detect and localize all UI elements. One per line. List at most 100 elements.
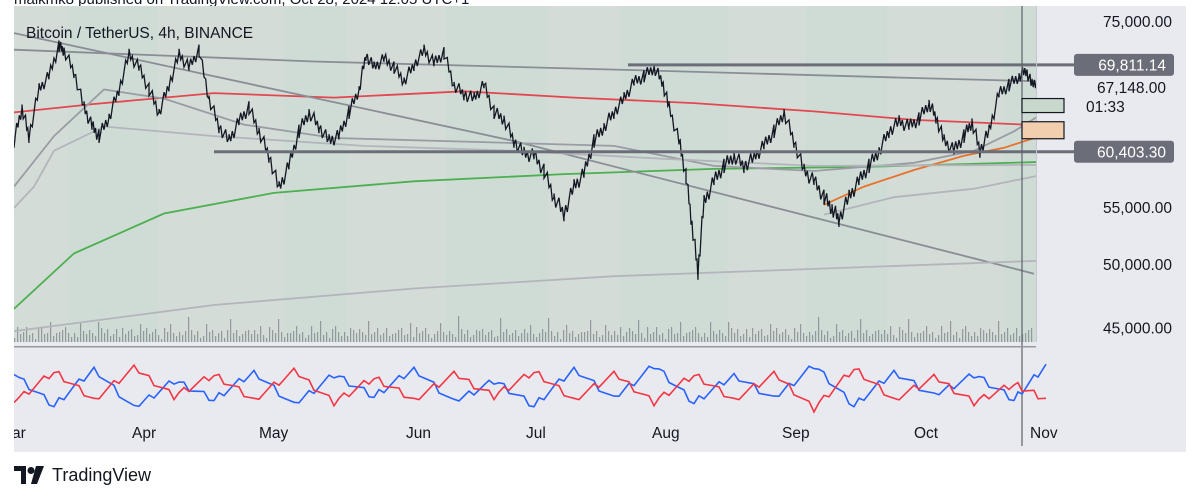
volume-bar	[305, 338, 307, 342]
volume-bar	[71, 337, 73, 342]
volume-bar	[68, 333, 70, 342]
pane-separator	[14, 346, 1036, 348]
x-tick-label: Jul	[526, 425, 546, 442]
volume-bar	[659, 335, 661, 342]
volume-bar	[80, 322, 82, 342]
volume-bar	[575, 337, 577, 342]
volume-bar	[164, 328, 166, 342]
x-tick-label: ar	[14, 425, 26, 442]
volume-bar	[293, 331, 295, 342]
volume-bar	[416, 327, 418, 342]
volume-bar	[329, 338, 331, 342]
volume-bar	[686, 333, 688, 342]
volume-bar	[77, 337, 79, 342]
background-stripe	[829, 6, 856, 342]
volume-bar	[878, 330, 880, 342]
volume-bar	[923, 331, 925, 342]
volume-bar	[26, 327, 28, 342]
volume-bar	[623, 336, 625, 342]
volume-bar	[872, 334, 874, 342]
volume-bar	[824, 335, 826, 342]
price-series	[14, 40, 1036, 280]
background-stripe	[446, 6, 487, 342]
last-price-label: 67,148.00	[1097, 80, 1166, 97]
indicator-line	[14, 259, 1036, 333]
background-stripe	[1018, 6, 1036, 342]
volume-bar	[896, 338, 898, 342]
volume-bar	[965, 326, 967, 342]
background-stripe	[124, 6, 158, 342]
volume-bar	[944, 333, 946, 342]
x-tick-label: Oct	[914, 425, 939, 442]
volume-bar	[107, 329, 109, 342]
volume-bar	[14, 338, 16, 342]
volume-bar	[548, 318, 550, 342]
volume-bar	[668, 329, 670, 342]
volume-bar	[122, 328, 124, 342]
volume-bar	[350, 328, 352, 342]
volume-bar	[185, 331, 187, 342]
volume-bar	[632, 331, 634, 342]
volume-bar	[953, 335, 955, 342]
volume-bar	[425, 328, 427, 342]
volume-bar	[794, 328, 796, 342]
volume-bar	[650, 334, 652, 342]
chart-frame: 75,000.00 55,000.00 50,000.00 45,000.00 69,8…	[14, 6, 1186, 452]
background-stripe	[1004, 6, 1018, 342]
volume-bar	[419, 333, 421, 342]
volume-bar	[803, 333, 805, 342]
background-stripe	[28, 6, 46, 342]
volume-bar	[203, 336, 205, 342]
volume-bar	[737, 329, 739, 342]
volume-bar	[56, 333, 58, 342]
background-stripe	[728, 6, 772, 342]
volume-bar	[158, 335, 160, 342]
volume-bar	[566, 325, 568, 342]
publish-caption: maikmk8 published on TradingView.com, Oc…	[14, 0, 469, 8]
indicator-line	[823, 136, 1036, 206]
volume-bar	[851, 331, 853, 342]
volume-bar	[848, 333, 850, 342]
volume-bar	[119, 337, 121, 342]
volume-bar	[53, 336, 55, 342]
price-chart[interactable]: 75,000.00 55,000.00 50,000.00 45,000.00 69,8…	[14, 6, 1186, 452]
volume-bar	[137, 335, 139, 342]
volume-bar	[695, 327, 697, 342]
background-stripe	[961, 6, 1004, 342]
volume-bar	[905, 333, 907, 342]
volume-bar	[926, 326, 928, 342]
volume-bar	[551, 331, 553, 342]
volume-bar	[515, 330, 517, 342]
volume-bar	[152, 332, 154, 342]
volume-bar	[278, 319, 280, 342]
volume-bar	[362, 332, 364, 342]
volume-bar	[497, 336, 499, 342]
volume-bar	[647, 327, 649, 342]
volume-bar	[692, 330, 694, 342]
volume-bar	[125, 334, 127, 342]
volume-bar	[962, 329, 964, 342]
volume-bar	[299, 334, 301, 342]
background-stripe	[301, 6, 322, 342]
background-stripe	[94, 6, 124, 342]
volume-bar	[287, 333, 289, 342]
volume-bar	[155, 329, 157, 342]
volume-bar	[1028, 330, 1030, 342]
volume-bar	[674, 334, 676, 342]
volume-bar	[389, 336, 391, 342]
volume-bar	[890, 326, 892, 342]
volume-bar	[146, 328, 148, 342]
indicator-line	[14, 90, 1036, 126]
volume-bar	[239, 336, 241, 342]
volume-bar	[461, 329, 463, 342]
volume-bar	[767, 335, 769, 342]
volume-bar	[113, 334, 115, 342]
volume-bar	[269, 327, 271, 342]
volume-bar	[1031, 328, 1033, 342]
volume-bar	[557, 332, 559, 342]
background-stripe	[806, 6, 829, 342]
volume-bar	[32, 333, 34, 342]
volume-bar	[854, 338, 856, 342]
volume-bar	[134, 336, 136, 342]
background-stripe	[14, 6, 28, 342]
